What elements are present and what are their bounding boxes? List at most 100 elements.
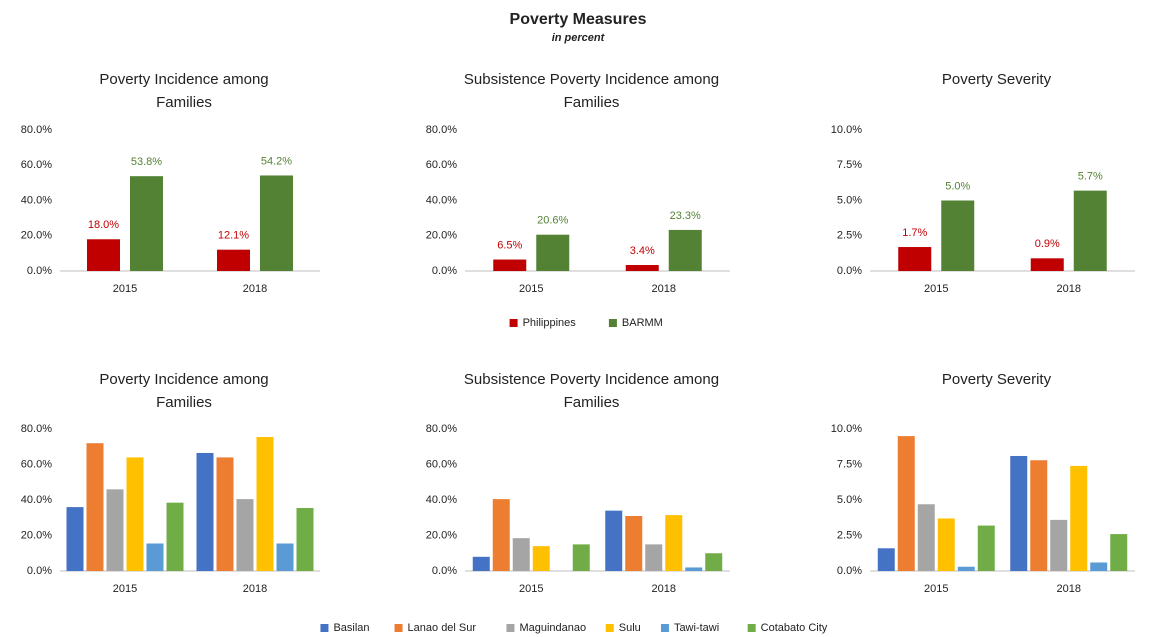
chart-title: Poverty Severity	[941, 371, 1052, 388]
y-tick-label: 0.0%	[837, 265, 862, 277]
x-tick-label: 2015	[113, 283, 137, 295]
legend-label: Tawi-tawi	[674, 622, 719, 634]
y-tick-label: 0.0%	[27, 265, 52, 277]
bar	[196, 452, 214, 571]
legend-swatch	[394, 624, 403, 632]
legend-swatch	[747, 624, 756, 632]
legend-swatch	[660, 624, 669, 632]
chart-title: Poverty Incidence among Families	[99, 371, 269, 411]
bar	[532, 546, 550, 571]
bar	[536, 234, 570, 271]
x-tick-label: 2015	[924, 583, 948, 595]
bar	[492, 499, 510, 571]
bar	[625, 265, 659, 271]
x-tick-label: 2018	[1057, 583, 1081, 595]
bar	[572, 544, 590, 571]
y-tick-label: 5.0%	[837, 194, 862, 206]
y-tick-label: 0.0%	[432, 565, 457, 577]
y-tick-label: 20.0%	[426, 230, 457, 242]
y-tick-label: 2.5%	[837, 529, 862, 541]
bar	[87, 239, 120, 271]
y-tick-label: 40.0%	[21, 194, 52, 206]
data-label: 20.6%	[537, 215, 568, 227]
x-tick-label: 2018	[243, 283, 267, 295]
data-label: 3.4%	[630, 245, 655, 257]
bar	[1030, 460, 1048, 571]
data-label: 18.0%	[88, 219, 119, 231]
bar	[472, 556, 490, 571]
y-tick-label: 60.0%	[426, 458, 457, 470]
x-tick-label: 2015	[519, 283, 543, 295]
y-tick-label: 80.0%	[426, 423, 457, 435]
y-tick-label: 80.0%	[21, 423, 52, 435]
bar	[668, 229, 702, 271]
bar	[217, 249, 250, 271]
bar	[897, 436, 915, 571]
y-tick-label: 40.0%	[426, 194, 457, 206]
bar	[106, 489, 124, 571]
bar	[276, 543, 294, 571]
y-tick-label: 7.5%	[837, 458, 862, 470]
legend-label: Basilan	[333, 622, 369, 634]
y-tick-label: 10.0%	[831, 124, 862, 136]
bar	[605, 510, 623, 571]
y-tick-label: 60.0%	[21, 458, 52, 470]
data-label: 5.0%	[945, 180, 970, 192]
y-tick-label: 5.0%	[837, 494, 862, 506]
data-label: 53.8%	[131, 156, 162, 168]
bar	[130, 176, 163, 271]
y-tick-label: 80.0%	[21, 124, 52, 136]
bar	[1090, 562, 1108, 571]
data-label: 1.7%	[902, 227, 927, 239]
legend-label: Sulu	[619, 622, 641, 634]
y-tick-label: 0.0%	[837, 565, 862, 577]
bar	[236, 499, 254, 571]
chart-title: Poverty Incidence among Families	[99, 71, 269, 111]
bar	[705, 553, 723, 571]
y-tick-label: 40.0%	[21, 494, 52, 506]
y-tick-label: 20.0%	[21, 230, 52, 242]
legend-swatch	[605, 624, 614, 632]
bar	[256, 436, 274, 571]
bar	[977, 525, 995, 571]
legend-swatch	[608, 319, 617, 327]
bar	[941, 200, 975, 271]
x-tick-label: 2015	[924, 283, 948, 295]
x-tick-label: 2015	[113, 583, 137, 595]
x-tick-label: 2018	[652, 583, 676, 595]
data-label: 6.5%	[497, 239, 522, 251]
bar	[1030, 258, 1064, 271]
bar	[917, 504, 935, 571]
bar	[1073, 190, 1107, 271]
legend-swatch	[320, 624, 329, 632]
bar	[1010, 455, 1028, 571]
chart-title: Subsistence Poverty Incidence among Fami…	[463, 371, 720, 411]
x-tick-label: 2018	[243, 583, 267, 595]
bar	[898, 247, 932, 271]
y-tick-label: 60.0%	[426, 159, 457, 171]
x-tick-label: 2018	[652, 283, 676, 295]
bar	[260, 175, 293, 271]
bar	[645, 544, 663, 571]
data-label: 12.1%	[218, 230, 249, 242]
legend-label: Cotabato City	[761, 622, 828, 634]
data-label: 5.7%	[1078, 171, 1103, 183]
bar	[126, 457, 144, 571]
bar	[685, 567, 703, 571]
bar	[957, 566, 975, 571]
data-label: 0.9%	[1035, 238, 1060, 250]
legend-swatch	[506, 624, 515, 632]
bar	[1110, 534, 1128, 571]
bar	[146, 543, 164, 571]
figure-title: Poverty Measures	[509, 11, 647, 28]
y-tick-label: 60.0%	[21, 159, 52, 171]
bar	[625, 515, 643, 571]
bar	[86, 443, 104, 571]
chart-title: Subsistence Poverty Incidence among Fami…	[463, 71, 720, 111]
y-tick-label: 20.0%	[426, 529, 457, 541]
data-label: 54.2%	[261, 155, 292, 167]
bar	[1050, 519, 1068, 571]
y-tick-label: 0.0%	[432, 265, 457, 277]
